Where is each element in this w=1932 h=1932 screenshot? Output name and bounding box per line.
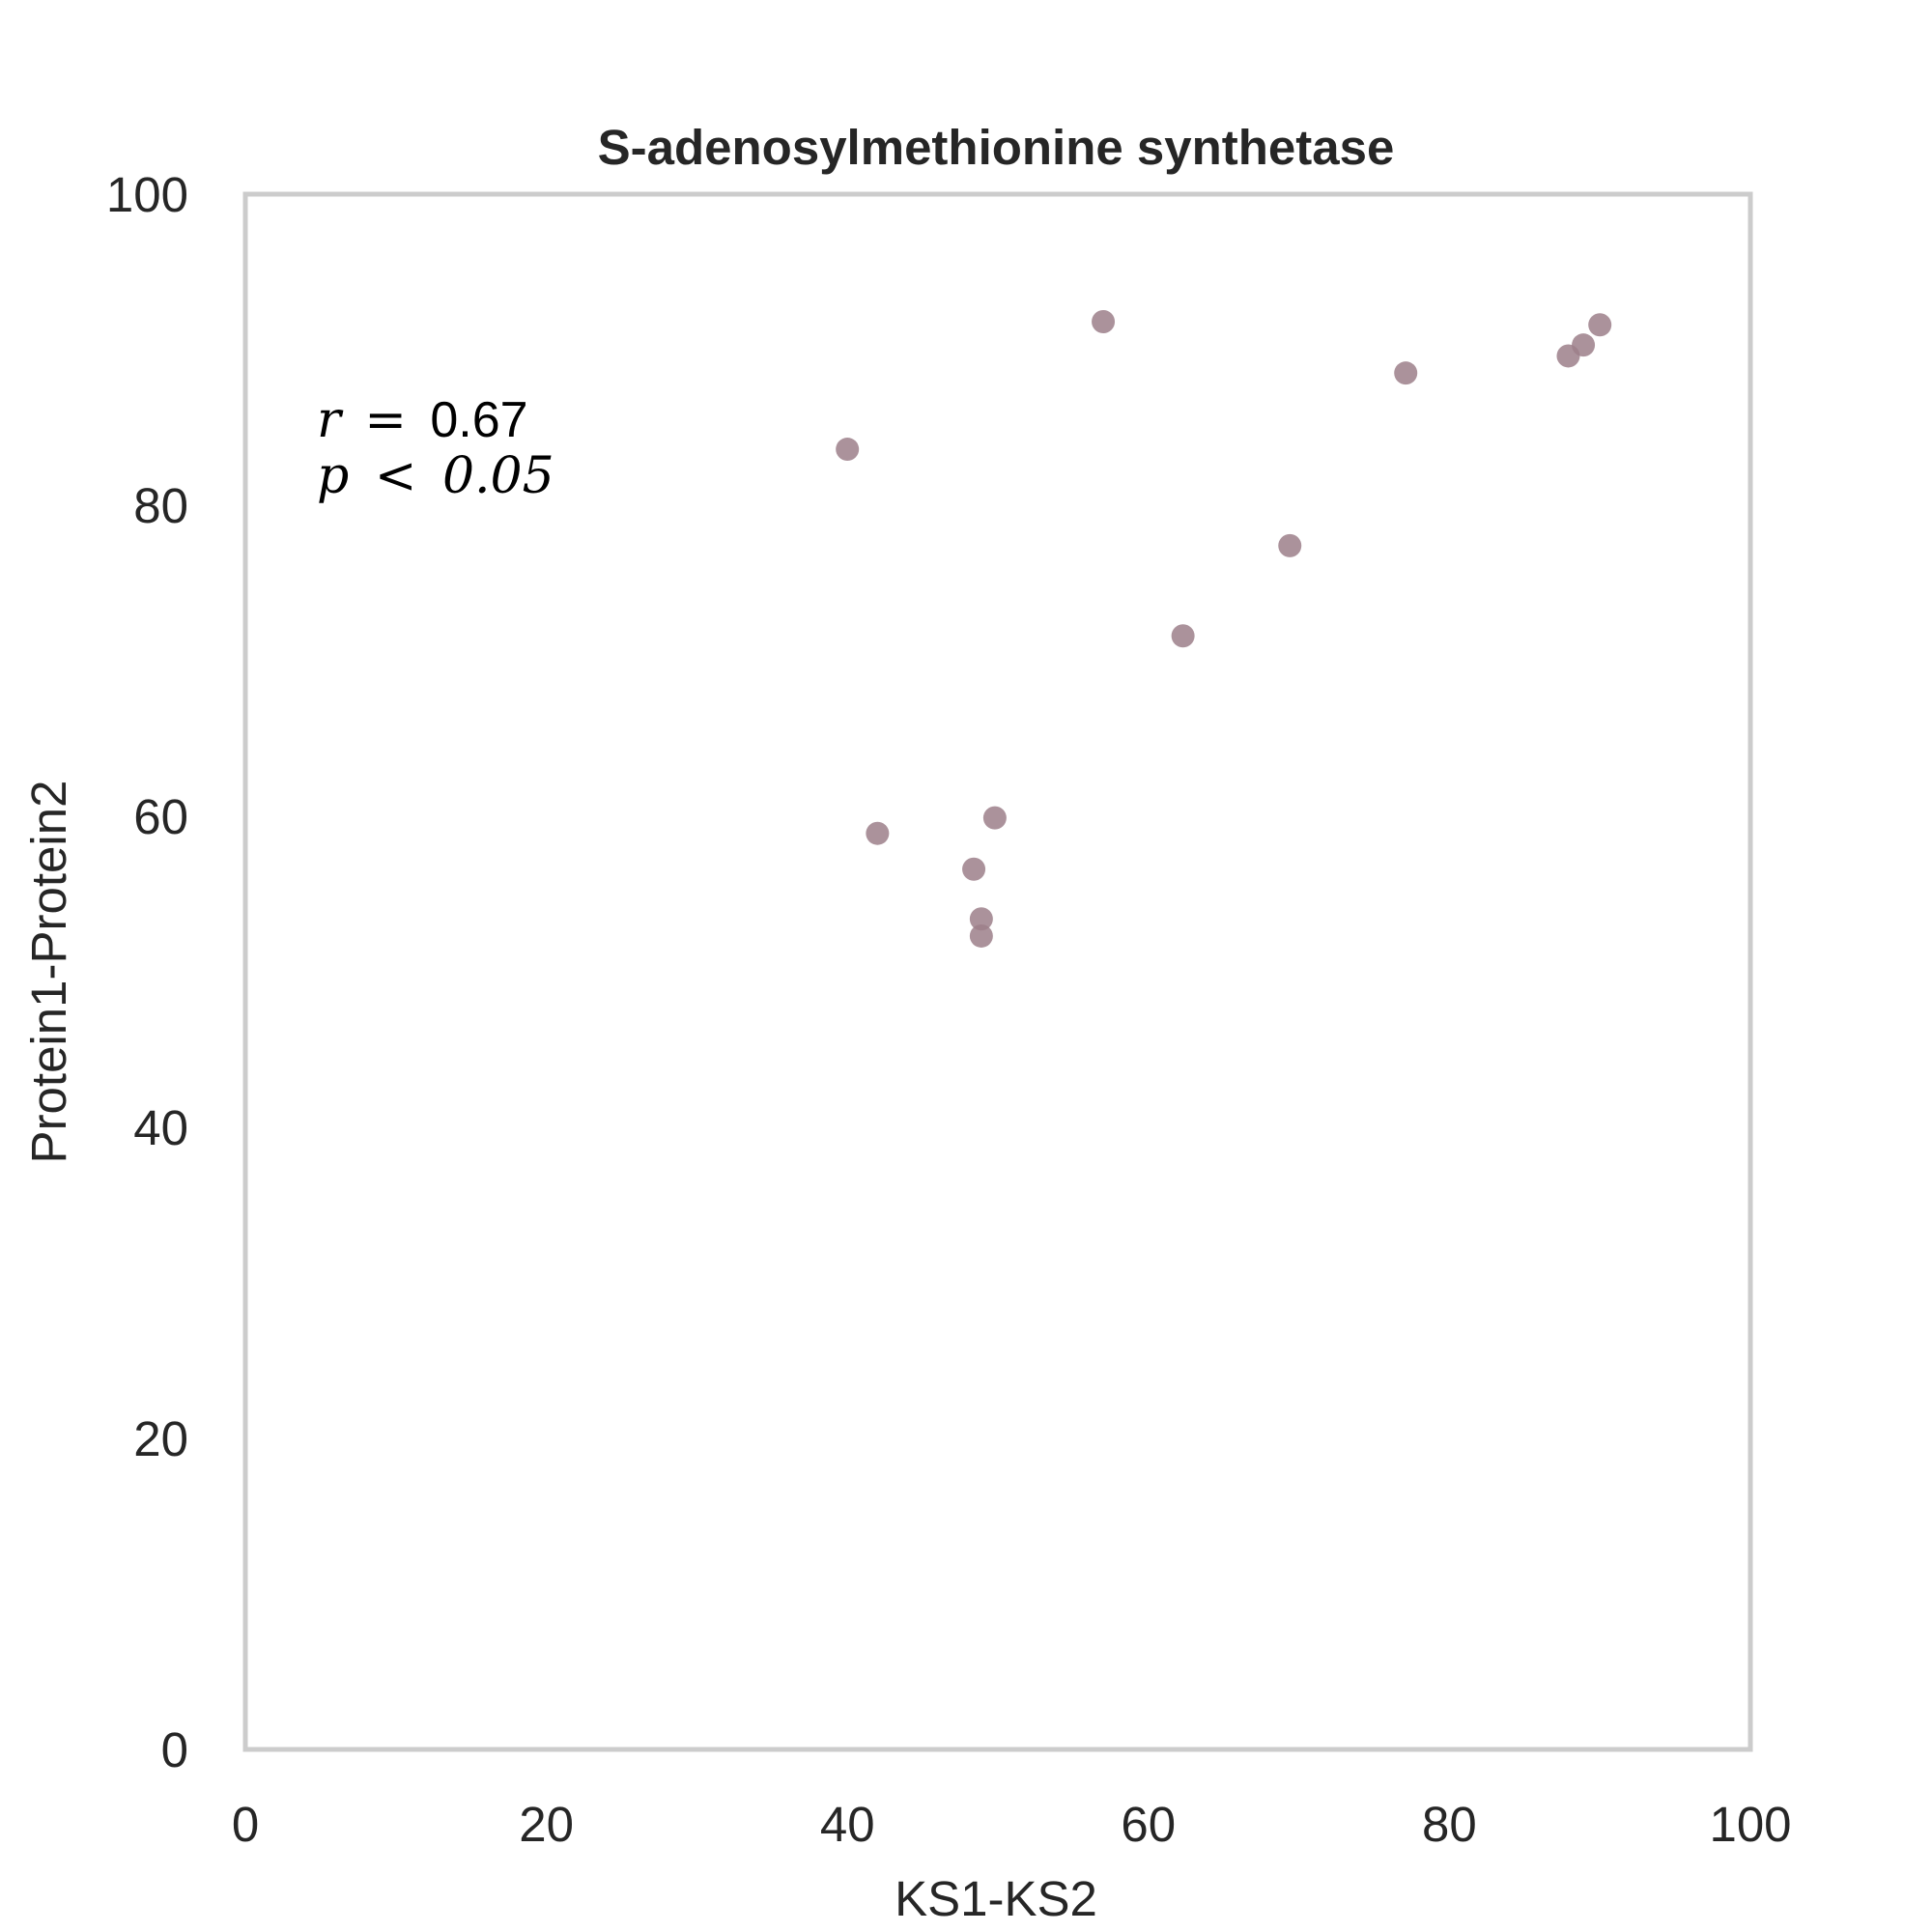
data-point [866, 821, 890, 845]
p-value-annotation: p < 0.05 [317, 447, 554, 505]
y-axis-tick-labels: 0 20 40 60 80 100 [106, 167, 188, 1777]
p-symbol: p [317, 447, 349, 505]
data-point [1092, 310, 1116, 334]
data-point [1278, 533, 1302, 557]
r-value: 0.67 [430, 392, 527, 448]
data-point [1572, 333, 1596, 357]
chart-title: S-adenosylmethionine synthetase [598, 120, 1395, 175]
x-tick-label: 60 [1121, 1797, 1176, 1852]
scatter-points [836, 310, 1612, 948]
data-point [962, 857, 986, 881]
p-value: 0.05 [442, 447, 554, 505]
y-tick-label: 100 [106, 167, 188, 222]
data-point [1588, 313, 1612, 337]
data-point [1394, 361, 1418, 385]
x-tick-label: 80 [1422, 1797, 1477, 1852]
y-tick-label: 40 [133, 1100, 188, 1155]
y-tick-label: 80 [133, 478, 188, 533]
plot-area-frame [242, 191, 1753, 1752]
correlation-annotation: r = 0.67 p < 0.05 [317, 391, 554, 505]
y-tick-label: 20 [133, 1411, 188, 1466]
y-tick-label: 0 [161, 1722, 188, 1777]
data-point [969, 907, 993, 931]
data-point [969, 923, 993, 948]
y-axis-label: Protein1-Protein2 [21, 781, 76, 1164]
x-tick-label: 100 [1709, 1797, 1791, 1852]
data-point [836, 438, 860, 462]
p-less-than-sign: < [375, 447, 417, 505]
x-axis-label: KS1-KS2 [895, 1871, 1097, 1926]
data-point [1171, 624, 1195, 648]
x-axis-tick-labels: 0 20 40 60 80 100 [232, 1797, 1792, 1852]
x-tick-label: 0 [232, 1797, 259, 1852]
r-equals-sign: = [364, 391, 407, 449]
r-value-annotation: r = 0.67 [317, 391, 528, 449]
data-point [982, 806, 1007, 830]
r-symbol: r [317, 391, 344, 449]
x-tick-label: 20 [519, 1797, 574, 1852]
y-tick-label: 60 [133, 789, 188, 844]
x-tick-label: 40 [820, 1797, 875, 1852]
